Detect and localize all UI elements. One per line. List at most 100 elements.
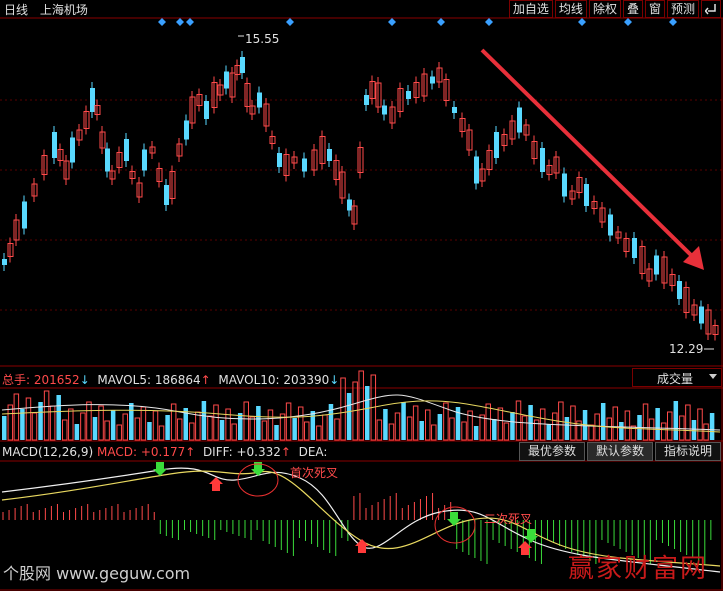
volume-bar [285,402,292,441]
volume-bar [673,401,679,440]
volume-bar [334,418,340,441]
volume-bar [576,420,582,441]
volume-bar [110,410,116,440]
volume-bar [231,423,237,441]
golden-cross-arrow-icon [209,477,223,491]
candle-body [249,105,256,115]
volume-bar [256,406,261,440]
volume-bar [147,422,152,440]
volume-bar [619,422,624,440]
candle-body [389,106,396,124]
volume-bar [697,408,703,441]
candle-body [211,82,218,108]
candle-body [347,199,352,211]
ex-rights-button[interactable]: 除权 [588,0,621,18]
watermark-yingjia: 赢家财富网 [568,554,709,584]
candle-body [531,141,538,159]
mavol5-label: MAVOL5: [97,373,151,387]
indicator-select[interactable]: 成交量 [632,368,722,387]
candle-body [382,105,387,115]
volume-bar [394,412,401,441]
volume-bar [425,409,431,441]
candle-body [540,148,545,172]
candle-body [459,118,466,132]
overlay-button[interactable]: 叠 [622,0,643,18]
volume-bar [515,400,522,441]
arrow-down-icon: ↓ [329,373,340,387]
candle-body [599,207,606,223]
volume-bar [213,404,219,441]
candle-body [443,79,450,101]
candle-body [2,259,7,265]
volume-bar [279,413,286,441]
candle-body [654,255,659,275]
event-marker-diamond [669,18,677,26]
volume-bar [528,405,533,440]
candle-body [204,101,209,119]
volume-bar [630,425,637,441]
indicator-select-value: 成交量 [657,372,694,386]
macd-buttons: 最优参数 默认参数 指标说明 [517,442,721,461]
high-price-label: 15.55 [245,32,280,46]
candle-body [129,171,136,179]
volume-bar [412,405,419,441]
add-favorite-button[interactable]: 加自选 [508,0,553,18]
volume-bar [38,402,43,440]
optimal-params-button[interactable]: 最优参数 [518,442,585,461]
volume-bars [1,370,721,441]
candle-body [517,107,522,133]
volume-header: 总手: 201652↓ MAVOL5: 186864↑ MAVOL10: 203… [2,371,339,388]
candle-body [632,238,637,258]
volume-bar [2,416,7,440]
candle-body [357,147,364,173]
candle-body [76,129,83,141]
chevron-down-icon [709,374,717,379]
volume-bar [129,403,134,440]
volume-bar [104,420,110,441]
candle-body [176,143,183,157]
candle-body [283,154,290,176]
volume-bar [316,425,322,441]
volume-bar [564,417,570,440]
candle-body [240,57,245,73]
downtrend-arrow-head [683,246,704,270]
volume-bar [20,409,25,440]
candle-body [501,134,508,146]
candle-body [691,304,698,316]
volume-bar [691,420,697,440]
event-marker-diamond [286,18,294,26]
volume-bar [406,416,413,441]
volume-bar [703,423,709,441]
dea-label: DEA: [298,445,328,459]
volume-bar [401,402,406,440]
mavol5-value: 186864 [154,373,201,387]
volume-bar [642,403,649,441]
candle-body [413,82,420,98]
forecast-button[interactable]: 预测 [666,0,699,18]
candle-body [661,256,668,284]
default-params-button[interactable]: 默认参数 [586,442,653,461]
candle-body [13,219,20,241]
chart-grid [0,17,723,591]
volume-bar [122,413,128,441]
macd-header: MACD(12,26,9) MACD: +0.177↑ DIFF: +0.332… [2,445,327,459]
volume-bar [546,424,551,440]
volume-bar [274,425,279,440]
volume-bar [176,418,183,441]
volume-bar [709,413,715,440]
mavol10-value: 203390 [283,373,330,387]
volume-bar [552,412,558,441]
moving-average-button[interactable]: 均线 [554,0,587,18]
candle-body [196,94,203,106]
indicator-help-button[interactable]: 指标说明 [654,442,721,461]
volume-bar [43,390,50,441]
volume-bar [56,395,61,440]
volume-bar [243,401,249,441]
macd-label: MACD: [96,445,137,459]
candle-body [509,120,516,140]
volume-bar [455,407,461,440]
candle-body [217,84,224,96]
period-label[interactable]: 日线 [4,3,29,17]
volume-bar [165,415,170,440]
